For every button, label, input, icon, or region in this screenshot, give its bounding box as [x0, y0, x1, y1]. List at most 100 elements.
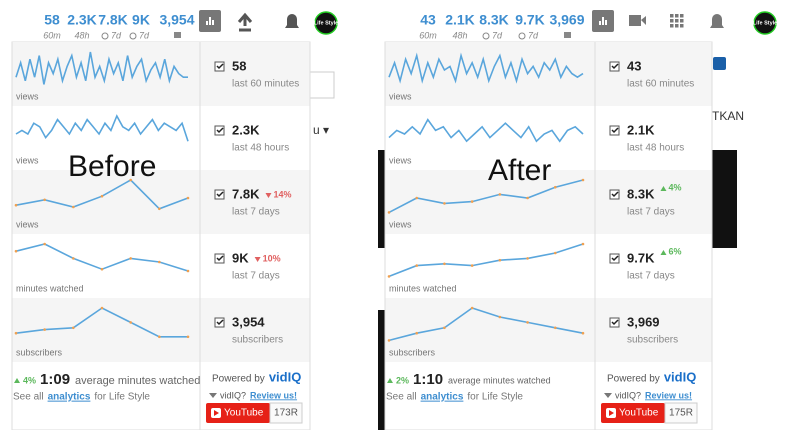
video-black — [712, 150, 737, 248]
stat-icon — [564, 32, 571, 38]
row-bg — [12, 106, 310, 170]
sparkline-point — [186, 335, 190, 339]
stat-value: 2.1K — [445, 12, 475, 28]
see-all: See all — [13, 392, 44, 403]
duration: 1:09 — [40, 371, 70, 388]
see-all: See all — [386, 392, 417, 403]
row-label: last 7 days — [627, 271, 675, 282]
row-bg — [385, 42, 712, 106]
sparkline — [388, 118, 584, 143]
review-link[interactable]: Review us! — [250, 390, 297, 400]
row-label: last 7 days — [232, 207, 280, 218]
review-link[interactable]: Review us! — [645, 390, 692, 400]
trend-arrow — [265, 193, 272, 198]
footer-change: 2% — [396, 375, 409, 385]
stat-period: 48h — [452, 30, 467, 40]
stat-value: 43 — [420, 12, 436, 28]
row-value: 7.8K — [232, 186, 260, 201]
row-label: subscribers — [232, 335, 283, 346]
sparkline-point — [100, 306, 104, 310]
background-text: u ▾ — [313, 123, 329, 137]
row-value: 43 — [627, 58, 641, 73]
powered-by: Powered by — [212, 374, 265, 385]
stat-period: 48h — [74, 30, 89, 40]
row-label: last 48 hours — [232, 143, 289, 154]
sparkline-point — [158, 335, 161, 339]
row-label: last 60 minutes — [232, 79, 299, 90]
duration-label: average minutes watched — [448, 375, 551, 385]
footer-change: 4% — [23, 375, 36, 385]
sparkline-point — [387, 275, 391, 278]
stat-value: 58 — [44, 12, 60, 28]
analytics-link[interactable]: analytics — [48, 392, 91, 403]
trend-arrow — [254, 257, 261, 262]
checkmark — [611, 63, 619, 70]
camera-icon[interactable] — [629, 15, 641, 26]
stat-value: 7.8K — [98, 12, 128, 28]
row-change: 10% — [263, 253, 281, 263]
sparkline-point — [443, 262, 446, 266]
sparkline — [388, 307, 584, 342]
row-label: last 7 days — [232, 271, 280, 282]
duration: 1:10 — [413, 371, 443, 388]
sparkline-point — [43, 328, 46, 331]
row-change: 14% — [273, 189, 291, 199]
stat-icon — [482, 32, 490, 40]
video-black — [378, 310, 385, 430]
youtube-play — [214, 410, 219, 416]
sparkline-point — [415, 264, 419, 267]
sparkline-point — [14, 249, 18, 253]
sparkline-point — [470, 264, 474, 267]
overlay-caption: Before — [68, 150, 156, 183]
divider — [350, 0, 378, 430]
stat-period: 7d — [111, 30, 122, 40]
duration-label: average minutes watched — [75, 375, 200, 387]
row-bg — [12, 170, 310, 234]
review-icon — [209, 393, 217, 398]
subscriber-count: 175R — [669, 408, 693, 419]
bell-icon[interactable] — [710, 14, 724, 28]
sparkline-point — [43, 242, 46, 246]
apps-icon — [670, 24, 674, 28]
row-value: 2.1K — [627, 122, 655, 137]
avatar[interactable] — [753, 11, 777, 35]
row-value: 3,954 — [232, 314, 265, 329]
chart-label: minutes watched — [16, 283, 84, 293]
apps-icon — [680, 14, 684, 18]
review-icon — [604, 393, 612, 398]
youtube-label: YouTube — [619, 408, 659, 419]
apps-icon — [675, 19, 679, 23]
sparkline-point — [129, 257, 132, 260]
avatar[interactable] — [314, 11, 338, 35]
youtube-button[interactable] — [601, 403, 665, 423]
sparkline-point — [443, 326, 446, 330]
sparkline-point — [498, 315, 502, 319]
upload-icon[interactable] — [237, 12, 253, 32]
youtube-button[interactable] — [206, 403, 270, 423]
sparkline-point — [581, 178, 585, 182]
analytics-link[interactable]: analytics — [421, 392, 464, 403]
avatar-text: Life Style — [314, 20, 338, 26]
camera-icon — [641, 16, 646, 25]
checkmark — [216, 319, 224, 326]
apps-icon — [680, 19, 684, 23]
subscriber-count-box — [664, 402, 698, 424]
channel-icon — [713, 57, 726, 70]
checkmark — [611, 255, 619, 262]
trend-arrow — [387, 378, 393, 383]
chart-label: minutes watched — [389, 283, 457, 293]
row-label: last 48 hours — [627, 143, 684, 154]
apps-icon[interactable] — [670, 14, 674, 18]
bell-icon[interactable] — [285, 14, 299, 28]
stat-icon — [101, 32, 109, 40]
sparkline-point — [14, 203, 18, 207]
powered-by: Powered by — [607, 374, 660, 385]
stat-icon — [129, 32, 137, 40]
avatar-text: Life Style — [753, 20, 777, 26]
sparkline-point — [581, 242, 585, 246]
row-bg — [385, 234, 712, 298]
sparkline-point — [553, 326, 557, 330]
sparkline-point — [470, 200, 474, 203]
sparkline-point — [526, 321, 529, 324]
